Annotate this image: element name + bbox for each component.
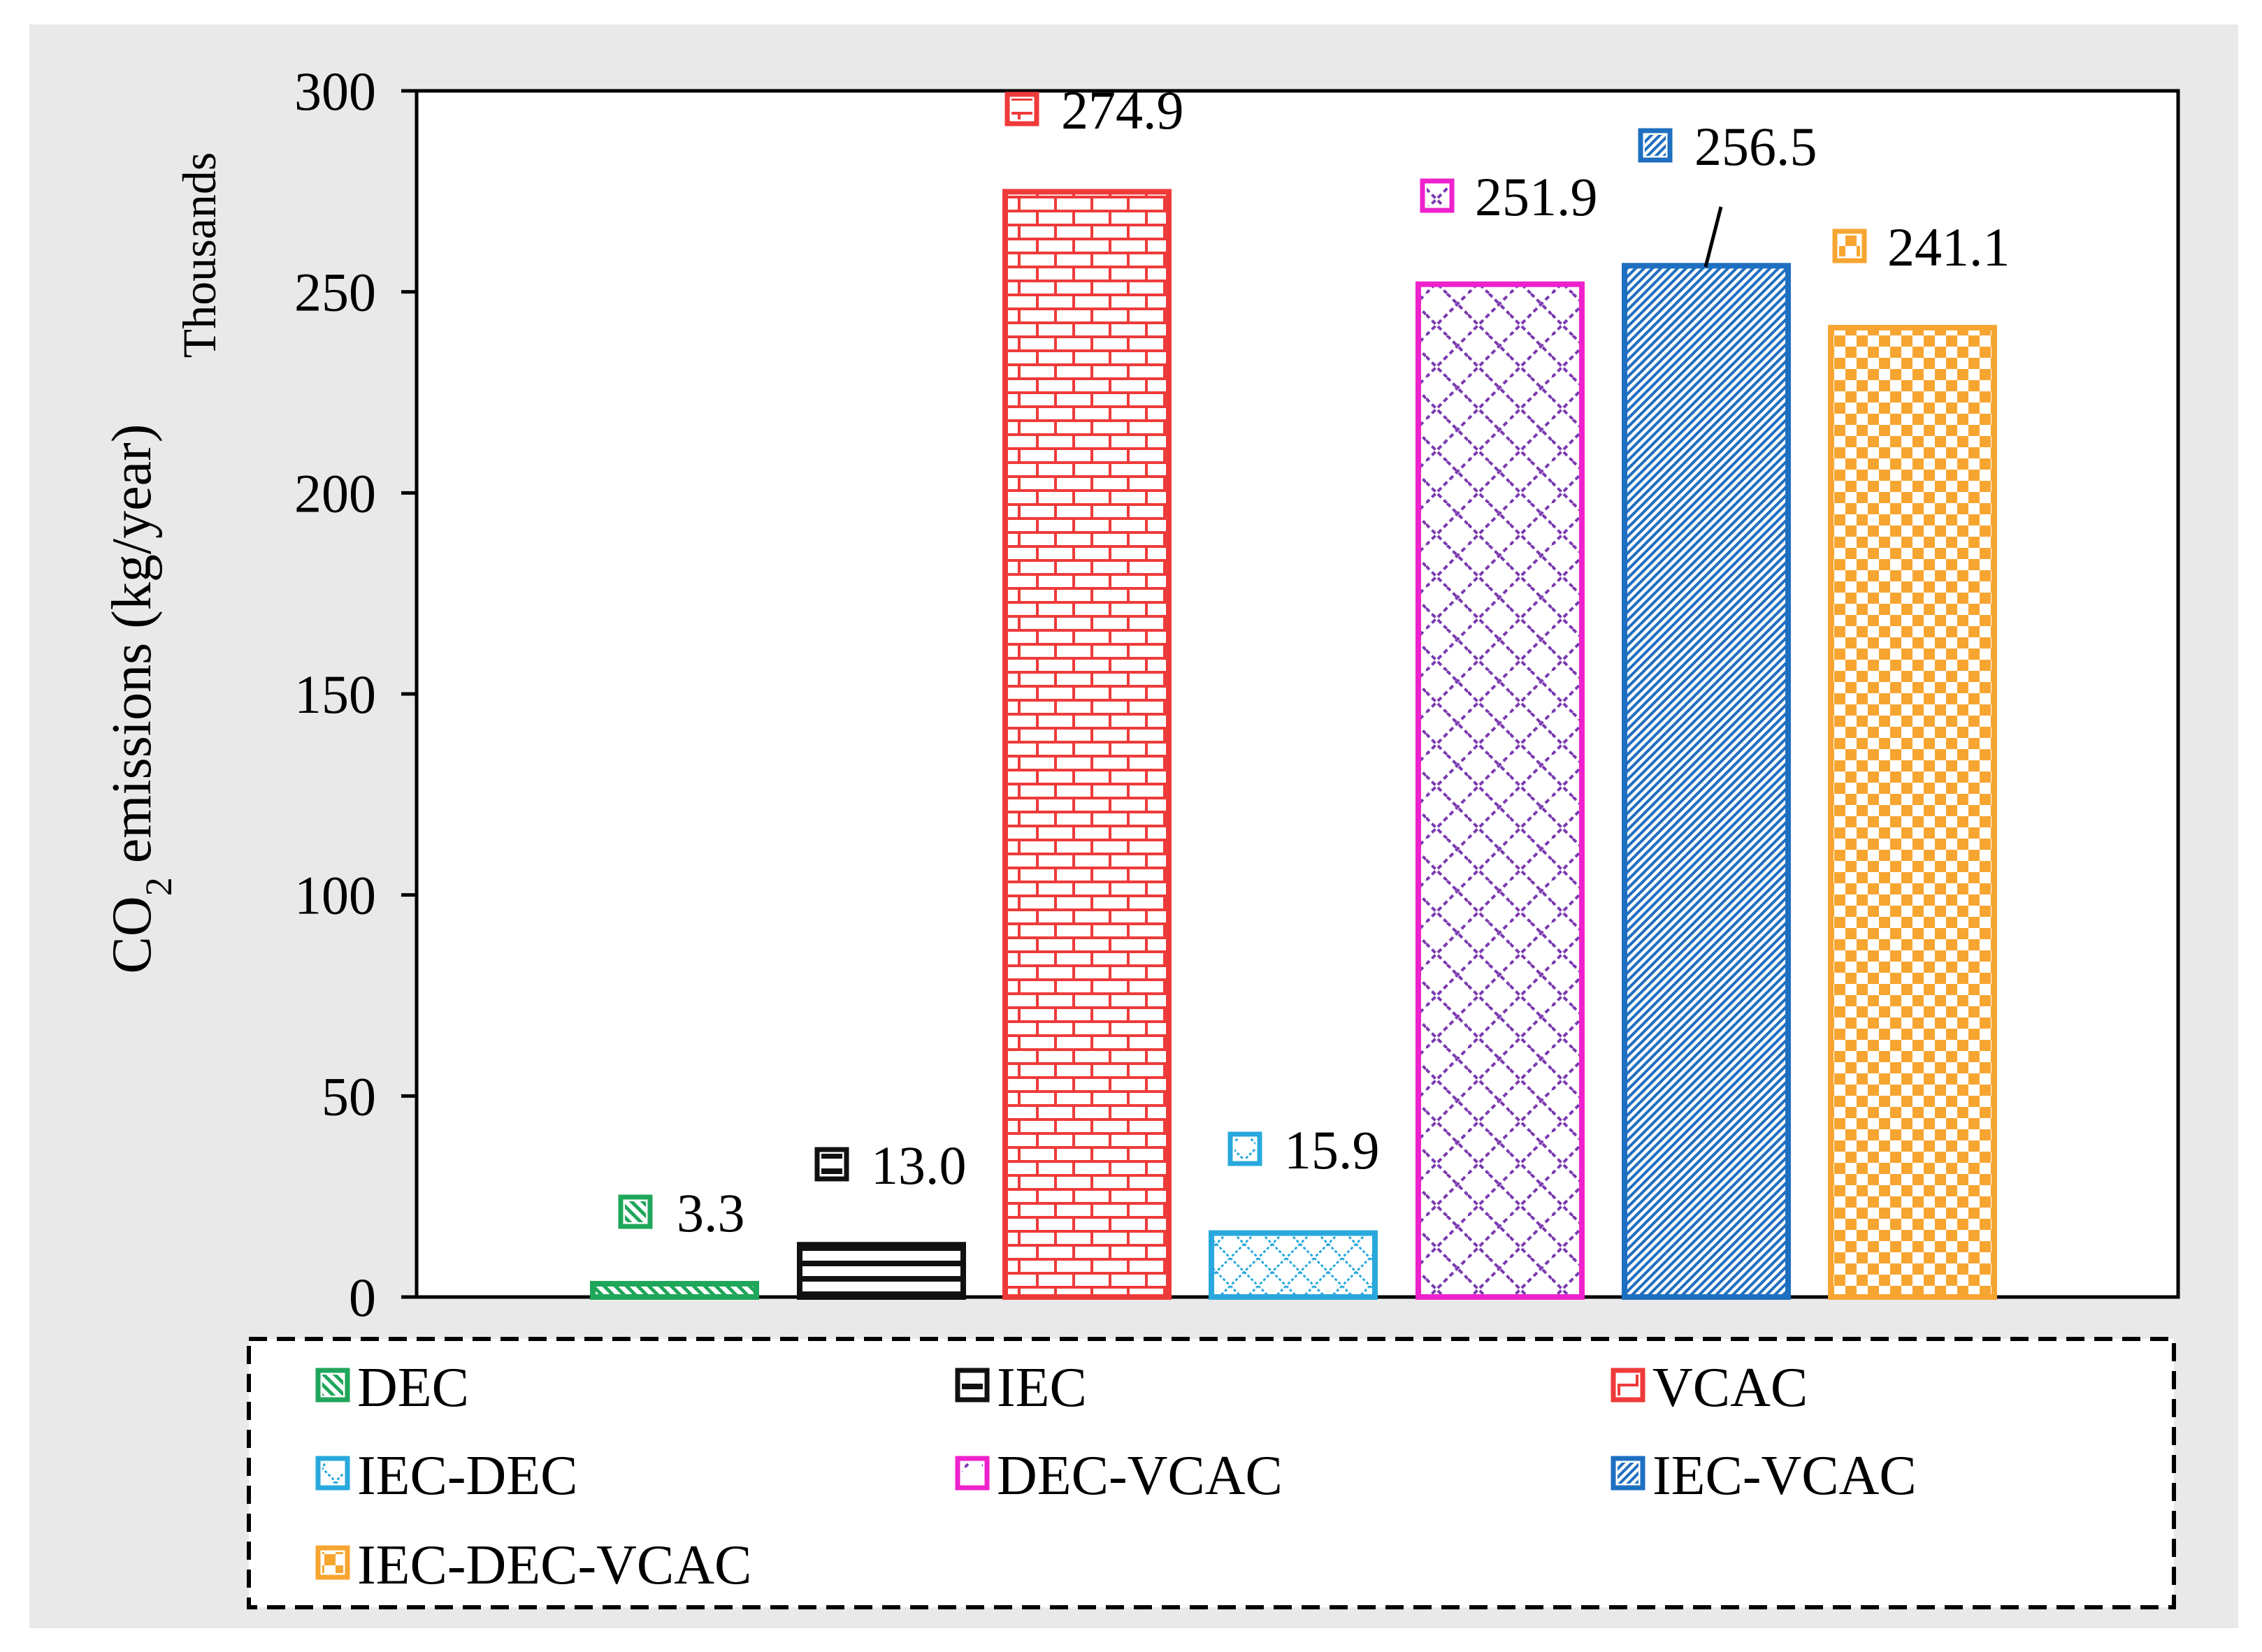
bar-dec [590,1281,759,1300]
data-label-icon [1227,1131,1262,1166]
data-label-icon [1004,92,1039,126]
legend-swatch-icon [1611,1456,1645,1491]
y-tick-label: 100 [294,865,376,926]
bar-iec-vcac [1622,263,1791,1300]
data-label-icon [814,1147,849,1182]
bar-iec [797,1242,966,1300]
y-tick-label: 300 [294,61,376,122]
legend-label: IEC-DEC [357,1445,578,1507]
y-tick-label: 50 [322,1066,376,1126]
bar-iec-dec [1209,1230,1378,1300]
label-leader-line [1703,206,1723,268]
bar-vcac [1002,189,1172,1300]
legend-swatch-icon [955,1368,990,1403]
legend-swatch-icon [315,1456,350,1491]
data-label: 251.9 [1475,166,1598,227]
legend-label: VCAC [1652,1357,1808,1419]
legend-label: IEC-DEC-VCAC [357,1535,751,1596]
legend: DEC IEC VCAC IEC-DEC DEC-VCAC IEC-VCAC IEC-DEC… [315,1357,1917,1596]
data-label: 274.9 [1061,80,1184,140]
data-label: 241.1 [1887,217,2010,277]
data-label-icon [1420,178,1455,213]
y-axis-unit: Thousands [173,152,226,358]
legend-box [247,1337,2176,1609]
legend-swatch-icon [1611,1368,1645,1403]
y-axis-title: CO2 emissions (kg/year) [101,424,180,974]
legend-swatch-icon [955,1456,990,1491]
y-tick-label: 200 [294,463,376,523]
data-labels: 3.3 13.0 274.9 15.9 251.9 256.5 241.1 [618,80,2010,1243]
legend-label: DEC [357,1357,469,1419]
data-label-icon [1638,128,1673,163]
data-label: 3.3 [677,1182,745,1243]
y-tick-label: 150 [294,664,376,725]
bar-iec-dec-vcac [1828,324,1997,1300]
legend-swatch-icon [315,1545,350,1580]
legend-swatch-icon [315,1368,350,1403]
data-label: 256.5 [1694,116,1817,177]
bar-dec-vcac [1415,281,1585,1300]
legend-label: IEC [997,1357,1087,1419]
y-tick-label: 0 [349,1267,376,1328]
y-tick-label: 250 [294,262,376,323]
legend-label: DEC-VCAC [997,1445,1283,1507]
data-label-icon [1832,229,1867,263]
y-axis: 0 50 100 150 200 250 300 [294,61,417,1328]
data-label: 15.9 [1284,1120,1380,1180]
bar-series [590,189,1997,1300]
data-label: 13.0 [871,1135,967,1196]
data-label-icon [618,1194,653,1229]
legend-label: IEC-VCAC [1652,1445,1917,1507]
